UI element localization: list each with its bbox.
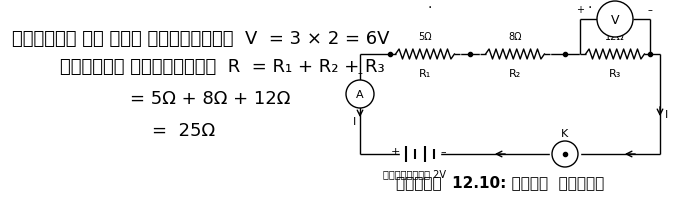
Text: = 5Ω + 8Ω + 12Ω: = 5Ω + 8Ω + 12Ω (130, 89, 291, 107)
Text: ·: · (588, 1, 592, 15)
Text: R₂: R₂ (509, 69, 521, 79)
Text: R₃: R₃ (609, 69, 621, 79)
Text: I: I (353, 116, 357, 126)
Text: बैट्री प्रतिरोध  R  = R₁ + R₂ + R₃: बैट्री प्रतिरोध R = R₁ + R₂ + R₃ (60, 58, 385, 76)
Text: A: A (356, 89, 364, 100)
Text: K: K (561, 128, 569, 138)
Text: 5Ω: 5Ω (418, 32, 432, 42)
Circle shape (597, 2, 633, 38)
Text: ·: · (428, 1, 432, 15)
Text: V: V (611, 14, 619, 26)
Text: चित्र  12.10: प्लग  कुंजी: चित्र 12.10: प्लग कुंजी (396, 174, 604, 189)
Text: +: + (576, 5, 584, 15)
Circle shape (346, 81, 374, 108)
Text: R₁: R₁ (419, 69, 431, 79)
Text: प्रत्येक 2V: प्रत्येक 2V (383, 168, 447, 178)
Text: –: – (648, 5, 653, 15)
Text: I: I (665, 109, 668, 119)
Text: बैट्री का कुल विभवांतर  V  = 3 × 2 = 6V: बैट्री का कुल विभवांतर V = 3 × 2 = 6V (12, 30, 389, 48)
Text: =  25Ω: = 25Ω (152, 121, 215, 139)
Text: 12Ω: 12Ω (605, 32, 625, 42)
Circle shape (552, 141, 578, 167)
Text: –: – (440, 146, 445, 156)
Text: –: – (357, 68, 362, 78)
Text: +: + (391, 146, 400, 156)
Text: 8Ω: 8Ω (508, 32, 522, 42)
